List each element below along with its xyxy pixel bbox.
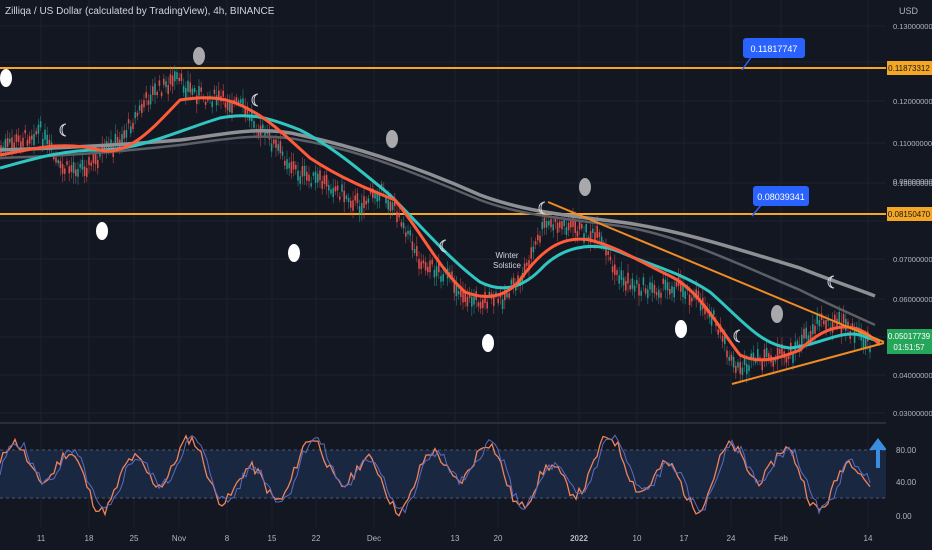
crescent-icon (439, 239, 447, 253)
time-axis-labels: 11 18 25 Nov 8 15 22 Dec 13 20 2022 10 17 24 Feb 14 (37, 534, 873, 543)
oscillator-band (0, 450, 886, 498)
up-arrow-icon (869, 438, 887, 468)
level-badge-2-label: 0.08150470 (888, 210, 931, 219)
full-moon-icon (0, 69, 12, 87)
price-tick: 0.06000000 (893, 295, 932, 304)
time-label: 2022 (570, 534, 588, 543)
callout-label-2: 0.08039341 (757, 192, 805, 202)
new-moon-icon (193, 47, 205, 65)
new-moon-icon (386, 130, 398, 148)
time-label: 8 (225, 534, 230, 543)
full-moon-icon (482, 334, 494, 352)
time-label: 22 (312, 534, 321, 543)
level-badge-1-label: 0.11873312 (888, 64, 930, 73)
price-callout-1[interactable]: 0.11817747 (741, 38, 805, 71)
time-label: 24 (727, 534, 736, 543)
level-badge-1 (887, 61, 932, 75)
candlestick-series (0, 65, 871, 384)
medium-slow-moving-average-line[interactable] (0, 135, 876, 327)
crescent-icon (733, 329, 741, 343)
full-moon-icon (96, 222, 108, 240)
time-label: Nov (172, 534, 186, 543)
last-price-value: 0.05017739 (888, 332, 931, 341)
ascending-trendline[interactable] (731, 342, 885, 385)
oscillator-d-line (0, 434, 871, 517)
time-label: Dec (367, 534, 381, 543)
level-badge-2 (887, 207, 932, 221)
new-moon-icon (771, 305, 783, 323)
time-axis[interactable] (0, 527, 932, 550)
price-tick: 0.09000000 (893, 177, 932, 186)
price-axis-ticks: 0.13000000 0.12000000 0.11000000 0.10000000… (893, 22, 932, 418)
time-label: 10 (633, 534, 642, 543)
price-callout-2[interactable]: 0.08039341 (751, 186, 809, 217)
full-moon-markers (0, 69, 687, 352)
price-tick: 0.13000000 (893, 22, 932, 31)
crescent-icon (251, 93, 259, 107)
price-axis[interactable] (886, 0, 932, 550)
time-label: 11 (37, 534, 46, 543)
osc-tick-40: 40.00 (896, 478, 917, 487)
price-tick: 0.04000000 (893, 371, 932, 380)
time-label: 20 (494, 534, 503, 543)
price-tick: 0.07000000 (893, 255, 932, 264)
new-moon-icon (579, 178, 591, 196)
last-price-badge (887, 329, 932, 354)
price-tick: 0.10000000 (893, 179, 932, 188)
full-moon-icon (675, 320, 687, 338)
oscillator-k-line (0, 434, 871, 515)
red-moving-average-line[interactable] (0, 96, 882, 362)
event-label-line2: Solstice (493, 261, 522, 270)
time-label: Feb (774, 534, 788, 543)
teal-moving-average-line[interactable] (0, 114, 881, 350)
descending-trendline[interactable] (547, 201, 885, 343)
crescent-markers (59, 93, 835, 343)
slow-moving-average-line[interactable] (0, 128, 876, 298)
crescent-icon (538, 201, 546, 215)
grid-lines (0, 0, 886, 527)
symbol-title[interactable]: Zilliqa / US Dollar (calculated by Tradi… (5, 6, 275, 17)
crescent-icon (59, 123, 67, 137)
time-label: 14 (864, 534, 873, 543)
currency-label: USD (898, 6, 918, 16)
price-tick: 0.03000000 (893, 409, 932, 418)
event-label-line1: Winter (495, 251, 518, 260)
crescent-icon (827, 275, 835, 289)
price-tick: 0.11000000 (893, 139, 932, 148)
time-label: 25 (130, 534, 139, 543)
osc-tick-80: 80.00 (896, 446, 917, 455)
full-moon-icon (288, 244, 300, 262)
time-label: 13 (451, 534, 460, 543)
time-label: 17 (680, 534, 689, 543)
price-tick: 0.12000000 (893, 97, 932, 106)
new-moon-markers (193, 47, 783, 323)
time-label: 18 (85, 534, 94, 543)
osc-tick-0: 0.00 (896, 512, 912, 521)
time-label: 15 (268, 534, 277, 543)
callout-label-1: 0.11817747 (751, 44, 798, 54)
bar-countdown: 01:51:57 (893, 343, 925, 352)
